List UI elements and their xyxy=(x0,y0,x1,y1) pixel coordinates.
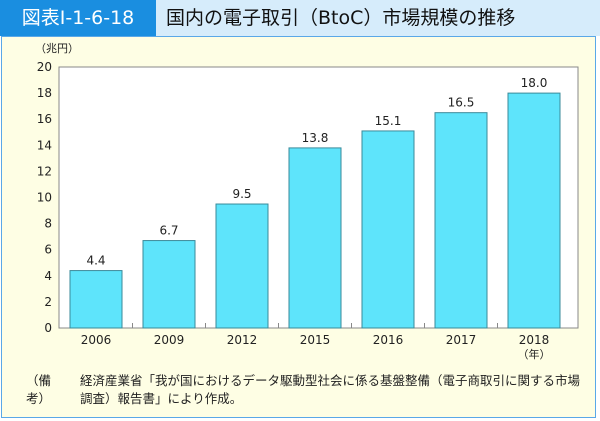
y-tick-label: 18 xyxy=(37,86,52,100)
data-label: 13.8 xyxy=(302,131,329,145)
bar xyxy=(288,147,342,329)
x-tick-label: 2015 xyxy=(300,333,331,347)
note-text: 経済産業省「我が国におけるデータ駆動型社会に係る基盤整備（電子商取引に関する市場… xyxy=(80,373,581,406)
header-bar: 図表Ⅰ-1-6-18 国内の電子取引（BtoC）市場規模の推移 xyxy=(0,0,600,36)
data-label: 18.0 xyxy=(521,76,548,90)
y-tick-label: 16 xyxy=(37,112,52,126)
data-label: 15.1 xyxy=(375,114,402,128)
y-tick-label: 4 xyxy=(44,269,52,283)
note-label: （備考） xyxy=(26,373,52,406)
bar xyxy=(215,203,269,329)
chart-title: 国内の電子取引（BtoC）市場規模の推移 xyxy=(166,7,516,29)
x-tick-label: 2009 xyxy=(154,333,185,347)
y-tick-label: 0 xyxy=(44,321,52,335)
bar xyxy=(361,130,415,329)
y-tick-label: 10 xyxy=(37,191,52,205)
x-tick-label: 2006 xyxy=(81,333,112,347)
y-tick-label: 6 xyxy=(44,243,52,257)
x-axis-label: （年） xyxy=(518,347,551,361)
y-tick-label: 14 xyxy=(37,138,52,152)
figure-number: 図表Ⅰ-1-6-18 xyxy=(0,0,156,36)
bar xyxy=(142,240,196,329)
data-label: 16.5 xyxy=(448,96,475,110)
data-label: 4.4 xyxy=(86,254,105,268)
x-tick-label: 2012 xyxy=(227,333,258,347)
y-tick-label: 20 xyxy=(37,60,52,74)
y-axis-label: （兆円） xyxy=(35,42,79,55)
data-label: 6.7 xyxy=(159,224,178,238)
y-tick-label: 8 xyxy=(44,217,52,231)
x-tick-label: 2016 xyxy=(373,333,404,347)
bar xyxy=(434,112,488,329)
y-tick-label: 2 xyxy=(44,295,52,309)
y-tick-label: 12 xyxy=(37,164,52,178)
x-tick-label: 2017 xyxy=(446,333,477,347)
x-tick-label: 2018 xyxy=(519,333,550,347)
bar xyxy=(507,92,561,329)
bar xyxy=(69,270,123,329)
data-label: 9.5 xyxy=(232,187,251,201)
